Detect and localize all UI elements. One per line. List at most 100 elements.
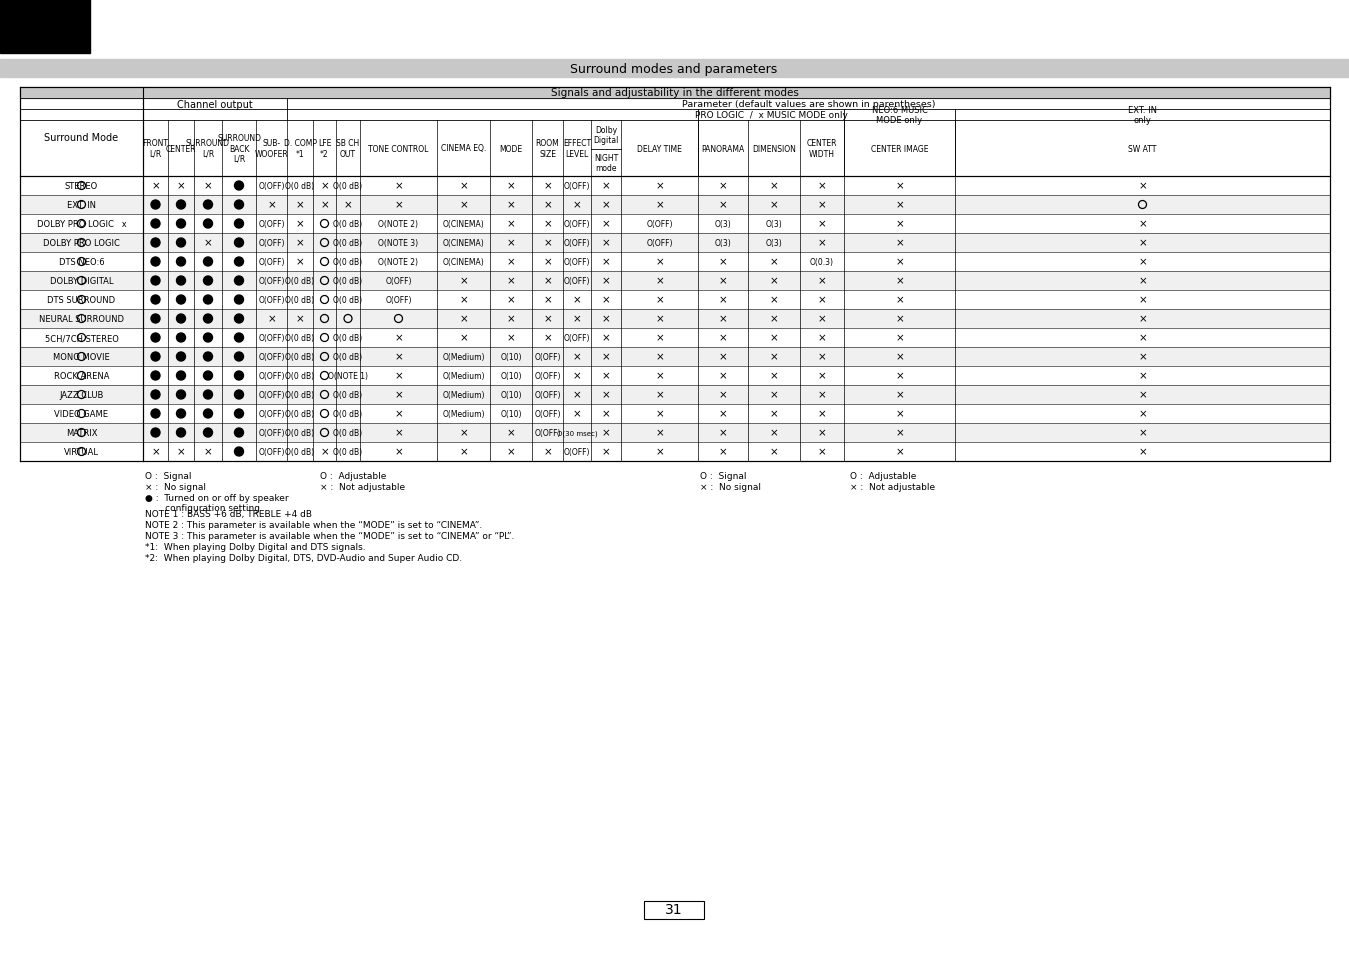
Text: O(0 dB): O(0 dB) [286, 448, 314, 456]
Text: ×: × [719, 428, 727, 438]
Text: ×: × [1139, 181, 1147, 192]
Text: ×: × [295, 314, 305, 324]
Text: SURROUND
L/R: SURROUND L/R [186, 139, 229, 158]
Text: EXT. IN
only: EXT. IN only [1128, 106, 1157, 125]
Text: DOLBY PRO LOGIC   x: DOLBY PRO LOGIC x [36, 220, 127, 229]
Bar [20, 367, 1330, 386]
Circle shape [204, 334, 213, 343]
Text: Surround modes and parameters: Surround modes and parameters [571, 63, 777, 75]
Text: ×: × [544, 314, 552, 324]
Bar [20, 253, 1330, 272]
Text: O(CINEMA): O(CINEMA) [442, 239, 484, 248]
Bar [0, 60, 1349, 78]
Circle shape [235, 314, 244, 324]
Text: ×: × [572, 314, 581, 324]
Text: ×: × [719, 314, 727, 324]
Text: O(0 dB): O(0 dB) [333, 257, 363, 267]
Text: ×: × [817, 181, 827, 192]
Text: SB CH
OUT: SB CH OUT [336, 139, 360, 158]
Text: ×: × [1139, 334, 1147, 343]
Text: O(10): O(10) [500, 372, 522, 380]
Text: JAZZ CLUB: JAZZ CLUB [59, 391, 104, 399]
Text: ×: × [656, 334, 664, 343]
Text: ×: × [719, 447, 727, 457]
Text: ×: × [459, 314, 468, 324]
Text: ×: × [817, 352, 827, 362]
Text: O :  Adjustable: O : Adjustable [850, 472, 916, 480]
Text: ×: × [507, 276, 515, 286]
Text: TONE CONTROL: TONE CONTROL [368, 144, 429, 153]
Text: ×: × [602, 390, 610, 400]
Text: ×: × [204, 181, 212, 192]
Text: O(OFF): O(OFF) [258, 276, 285, 286]
Text: ×: × [177, 181, 185, 192]
Text: ×: × [1139, 409, 1147, 419]
Bar [20, 442, 1330, 461]
Text: ×: × [770, 352, 778, 362]
Text: O(0 dB): O(0 dB) [286, 410, 314, 418]
Text: ×: × [507, 447, 515, 457]
Circle shape [177, 201, 186, 210]
Text: *2:  When playing Dolby Digital, DTS, DVD-Audio and Super Audio CD.: *2: When playing Dolby Digital, DTS, DVD… [144, 554, 463, 562]
Text: 31: 31 [665, 902, 683, 916]
Text: ×: × [719, 409, 727, 419]
Text: O(0 dB): O(0 dB) [333, 391, 363, 399]
Text: MONO MOVIE: MONO MOVIE [53, 353, 109, 361]
Text: EXT. IN: EXT. IN [67, 201, 96, 210]
Text: ×: × [770, 409, 778, 419]
Bar [20, 233, 1330, 253]
Text: O(CINEMA): O(CINEMA) [442, 220, 484, 229]
Text: ×: × [817, 276, 827, 286]
Text: ×: × [719, 352, 727, 362]
Text: ×: × [656, 257, 664, 267]
Circle shape [235, 295, 244, 305]
Circle shape [151, 334, 161, 343]
Text: O(OFF): O(OFF) [258, 372, 285, 380]
Text: ×: × [770, 181, 778, 192]
Text: ×: × [177, 447, 185, 457]
Bar [20, 386, 1330, 405]
Circle shape [204, 391, 213, 399]
Circle shape [177, 353, 186, 361]
Text: ×: × [572, 295, 581, 305]
Text: O(0 dB): O(0 dB) [333, 182, 363, 191]
Text: ×: × [544, 276, 552, 286]
Text: ×: × [896, 276, 904, 286]
Text: ×: × [544, 447, 552, 457]
Text: ×: × [1139, 295, 1147, 305]
Text: ×: × [770, 371, 778, 381]
Text: ×: × [544, 219, 552, 230]
Text: ×: × [719, 295, 727, 305]
Text: Surround Mode: Surround Mode [45, 132, 119, 143]
Text: ×: × [896, 219, 904, 230]
Text: NOTE 2 : This parameter is available when the “MODE” is set to “CINEMA”.: NOTE 2 : This parameter is available whe… [144, 520, 482, 530]
Text: O(Medium): O(Medium) [442, 410, 484, 418]
Circle shape [151, 314, 161, 324]
Text: ×: × [896, 390, 904, 400]
Text: MATRIX: MATRIX [66, 429, 97, 437]
Text: O(10): O(10) [500, 410, 522, 418]
Text: ×: × [394, 352, 403, 362]
Circle shape [235, 448, 244, 456]
Text: O(NOTE 2): O(NOTE 2) [379, 220, 418, 229]
Text: O :  Signal: O : Signal [144, 472, 192, 480]
Circle shape [204, 220, 213, 229]
Circle shape [235, 372, 244, 380]
Circle shape [235, 220, 244, 229]
Text: NIGHT
mode: NIGHT mode [594, 153, 618, 173]
Bar [20, 329, 1330, 348]
Bar [20, 291, 1330, 310]
Text: CINEMA EQ.: CINEMA EQ. [441, 144, 486, 153]
Text: MODE: MODE [499, 144, 522, 153]
Text: O(OFF): O(OFF) [534, 353, 561, 361]
Text: ×: × [656, 200, 664, 211]
Circle shape [235, 391, 244, 399]
Text: ×: × [602, 371, 610, 381]
Text: ×: × [394, 371, 403, 381]
Text: O(OFF): O(OFF) [564, 448, 591, 456]
Text: O(0.3): O(0.3) [809, 257, 834, 267]
Circle shape [204, 372, 213, 380]
Text: ROCK ARENA: ROCK ARENA [54, 372, 109, 380]
Text: ×: × [295, 257, 305, 267]
Text: ×: × [719, 371, 727, 381]
